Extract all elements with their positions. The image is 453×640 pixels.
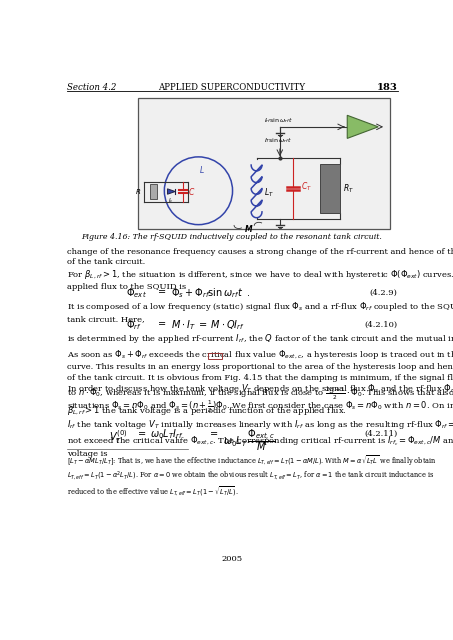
Text: change of the resonance frequency causes a strong change of the rf-current and h: change of the resonance frequency causes… [67, 248, 453, 266]
Text: $C_T$: $C_T$ [301, 180, 312, 193]
Text: $I_T\sin\omega_{rf}t$: $I_T\sin\omega_{rf}t$ [264, 136, 292, 145]
Text: For $\beta_{L,rf} > 1$, the situation is different, since we have to deal with h: For $\beta_{L,rf} > 1$, the situation is… [67, 268, 453, 291]
Text: $\omega_0 L_T I_{rf_c}$: $\omega_0 L_T I_{rf_c}$ [149, 428, 185, 443]
Polygon shape [347, 115, 378, 138]
Text: $M \cdot I_T \;=\; M \cdot QI_{rf}$: $M \cdot I_T \;=\; M \cdot QI_{rf}$ [171, 319, 245, 332]
Text: $\omega_0 L_T\,\dfrac{\Phi_{ext,c}}{M}$: $\omega_0 L_T\,\dfrac{\Phi_{ext,c}}{M}$ [223, 428, 276, 454]
Text: $=$: $=$ [156, 286, 167, 295]
Text: (4.2.10): (4.2.10) [365, 321, 398, 329]
Text: $I_c$: $I_c$ [168, 196, 173, 205]
Text: (4.2.9): (4.2.9) [370, 289, 398, 296]
Text: It is composed of a low frequency (static) signal flux $\Phi_s$ and a rf-flux $\: It is composed of a low frequency (stati… [67, 300, 453, 323]
Bar [149, 184, 157, 199]
Text: $I_{rf}\sin\omega_{rf}t$: $I_{rf}\sin\omega_{rf}t$ [264, 116, 293, 125]
Text: $\Phi_{ext}$: $\Phi_{ext}$ [126, 286, 147, 300]
Text: $R$: $R$ [135, 187, 141, 196]
Text: $\Phi_s + \Phi_{rf}\sin\omega_{rf}t\;\;.$: $\Phi_s + \Phi_{rf}\sin\omega_{rf}t\;\;.… [171, 286, 251, 300]
Text: $[L_T - \alpha ML_T/L_T]$: That is, we have the effective inductance $L_{T,eff} : $[L_T - \alpha ML_T/L_T]$: That is, we h… [67, 453, 438, 499]
Text: $\Phi_{rf}$: $\Phi_{rf}$ [126, 319, 142, 332]
Bar [138, 99, 390, 229]
Text: $\boldsymbol{M}$: $\boldsymbol{M}$ [244, 223, 254, 234]
Text: $=$: $=$ [208, 428, 219, 437]
Text: $=$: $=$ [156, 319, 167, 328]
Polygon shape [168, 189, 175, 194]
Text: 183: 183 [377, 83, 398, 92]
Text: Figure 4.16: The rf-SQUID inductively coupled to the resonant tank circuit.: Figure 4.16: The rf-SQUID inductively co… [82, 233, 382, 241]
Text: $L$: $L$ [199, 164, 205, 175]
Bar [208, 353, 222, 359]
Text: (4.2.11): (4.2.11) [364, 430, 398, 438]
Text: Section 4.2: Section 4.2 [67, 83, 117, 92]
Text: $L_T$: $L_T$ [264, 186, 274, 198]
Text: is determined by the applied rf-current $I_{rf}$, the $Q$ factor of the tank cir: is determined by the applied rf-current … [67, 332, 453, 417]
Text: APPLIED SUPERCONDUCTIVITY: APPLIED SUPERCONDUCTIVITY [158, 83, 305, 92]
Text: $R_T$: $R_T$ [343, 182, 354, 195]
Text: $C$: $C$ [188, 186, 196, 197]
Text: $V_T^{(0)}$: $V_T^{(0)}$ [109, 428, 128, 445]
Text: $=$: $=$ [136, 428, 148, 437]
Text: In order to discuss how the tank voltage $V_T$ depends on the signal flux $\Phi_: In order to discuss how the tank voltage… [67, 381, 453, 458]
Bar [320, 164, 339, 213]
Text: 2005: 2005 [221, 556, 242, 563]
